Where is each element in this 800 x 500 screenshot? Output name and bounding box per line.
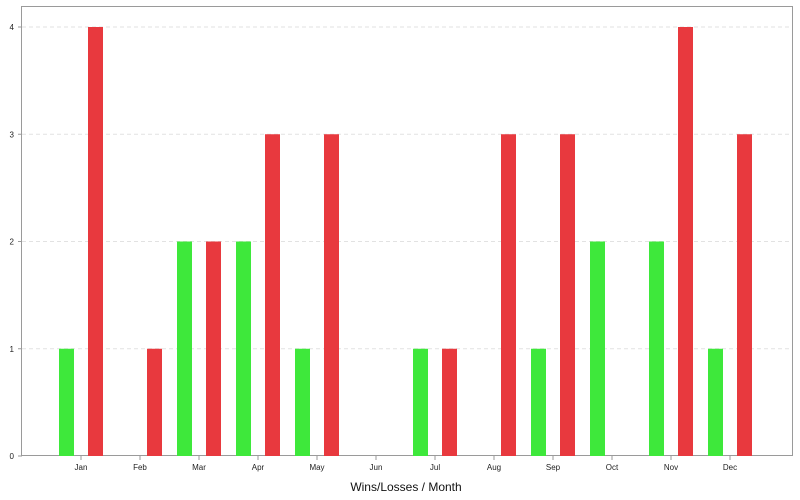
- bar-loss-jul: [442, 348, 457, 456]
- bar-win-sep: [531, 348, 546, 456]
- x-tick-label: Oct: [606, 463, 619, 472]
- x-axis-title: Wins/Losses / Month: [350, 480, 461, 494]
- bar-win-nov: [649, 241, 664, 456]
- x-tick-label: Feb: [133, 463, 147, 472]
- bar-loss-apr: [265, 134, 280, 456]
- bar-loss-aug: [501, 134, 516, 456]
- bar-win-apr: [236, 241, 251, 456]
- x-tick-label: Jan: [75, 463, 88, 472]
- x-tick-label: Aug: [487, 463, 501, 472]
- bar-loss-feb: [147, 348, 162, 456]
- bar-win-dec: [708, 348, 723, 456]
- bars: [59, 27, 752, 456]
- x-tick-label: Nov: [664, 463, 678, 472]
- y-tick-label: 3: [10, 130, 15, 139]
- plot-area: [21, 6, 793, 456]
- bar-loss-nov: [678, 27, 693, 456]
- bar-loss-dec: [737, 134, 752, 456]
- bar-win-jul: [413, 348, 428, 456]
- x-tick-label: Jul: [430, 463, 440, 472]
- y-tick-label: 4: [10, 23, 15, 32]
- y-axis-ticks: 0 1 2 3 4: [10, 23, 22, 461]
- bar-win-jan: [59, 348, 74, 456]
- x-tick-label: Apr: [252, 463, 265, 472]
- bar-loss-jan: [88, 27, 103, 456]
- x-tick-label: Sep: [546, 463, 561, 472]
- y-tick-label: 2: [10, 238, 15, 247]
- bar-win-mar: [177, 241, 192, 456]
- x-tick-label: Jun: [370, 463, 383, 472]
- y-tick-label: 0: [10, 452, 15, 461]
- y-tick-label: 1: [10, 345, 15, 354]
- bar-loss-sep: [560, 134, 575, 456]
- x-tick-label: Dec: [723, 463, 737, 472]
- bar-loss-mar: [206, 241, 221, 456]
- x-tick-label: Mar: [192, 463, 206, 472]
- bar-loss-may: [324, 134, 339, 456]
- x-tick-label: May: [309, 463, 324, 472]
- x-axis-ticks: Jan Feb Mar Apr May Jun Jul Aug Sep Oct Nov Dec: [75, 456, 737, 472]
- bar-win-may: [295, 348, 310, 456]
- bar-win-oct: [590, 241, 605, 456]
